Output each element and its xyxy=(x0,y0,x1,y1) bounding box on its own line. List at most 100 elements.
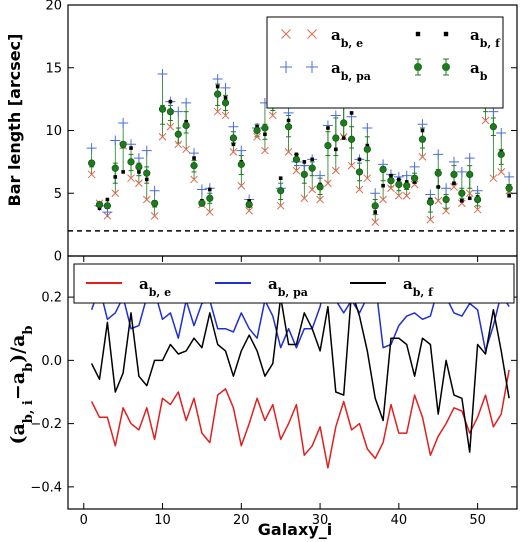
point-ab-f xyxy=(412,180,417,184)
point-ab-e xyxy=(418,153,427,161)
point-ab-pa xyxy=(464,153,475,164)
point-ab-pa xyxy=(504,171,515,182)
point-ab xyxy=(198,199,206,207)
bottom-x-tick-label: 10 xyxy=(154,513,171,528)
bottom-y-ticks: −0.4 −0.2 0.0 0.2 xyxy=(30,291,517,495)
point-ab-pa xyxy=(401,170,412,181)
legend-label: ab, e xyxy=(331,26,363,50)
point-ab-e xyxy=(347,161,356,170)
point-ab-pa xyxy=(220,82,231,93)
point-ab-e xyxy=(442,206,450,215)
point-ab-pa xyxy=(149,185,160,196)
point-ab-pa xyxy=(110,135,121,146)
point-ab xyxy=(182,121,190,130)
point-ab-e xyxy=(221,111,230,120)
point-ab-e xyxy=(87,170,96,179)
point-ab-e xyxy=(450,183,458,191)
point-ab-f xyxy=(231,142,236,147)
point-ab-f xyxy=(365,143,370,148)
point-ab xyxy=(206,194,214,202)
point-ab-pa xyxy=(315,170,326,181)
point-ab-e xyxy=(237,181,246,190)
top-y-axis-label: Bar length [arcsec] xyxy=(5,34,24,207)
point-ab xyxy=(253,126,261,135)
top-y-ticks: 0 5 10 15 20 xyxy=(45,0,517,265)
point-ab xyxy=(403,182,411,190)
point-ab-f xyxy=(420,128,425,133)
point-ab xyxy=(158,105,167,113)
point-ab-e xyxy=(387,184,395,193)
bottom-x-tick-label: 50 xyxy=(469,513,486,528)
point-ab xyxy=(410,174,419,182)
legend-label: ab, pa xyxy=(331,59,371,83)
point-ab-e xyxy=(174,140,183,149)
point-ab-e xyxy=(284,147,293,156)
point-ab xyxy=(450,170,458,179)
bottom-x-tick-label: 0 xyxy=(80,513,88,528)
point-ab-e xyxy=(166,122,175,131)
point-ab xyxy=(308,164,316,172)
point-ab-pa xyxy=(228,121,239,132)
point-ab-f xyxy=(113,175,118,179)
point-ab-f xyxy=(255,124,259,129)
point-ab xyxy=(119,140,127,148)
point-ab-f xyxy=(168,99,173,104)
point-ab xyxy=(292,155,301,163)
bottom-legend-frame xyxy=(73,263,515,304)
legend-marker-square xyxy=(415,31,421,37)
top-y-tick-label: 15 xyxy=(45,61,62,76)
point-ab-f xyxy=(460,198,464,203)
point-ab-e xyxy=(316,195,324,204)
bottom-axes-frame xyxy=(67,255,518,510)
point-ab-e xyxy=(426,215,435,224)
point-ab-f xyxy=(223,96,228,100)
top-y-tick-label: 20 xyxy=(45,0,62,14)
bottom-y-tick-label: −0.2 xyxy=(30,417,62,432)
point-ab-pa xyxy=(472,185,483,196)
point-ab-f xyxy=(467,196,472,201)
point-ab-pa xyxy=(441,183,452,194)
point-ab-pa xyxy=(212,74,223,85)
legend-marker-circle xyxy=(414,63,422,71)
point-ab-pa xyxy=(370,188,381,199)
point-ab-f xyxy=(436,185,441,189)
point-ab-f xyxy=(357,157,362,162)
point-ab-e xyxy=(394,191,403,200)
point-ab-pa xyxy=(118,117,129,128)
point-ab-e xyxy=(276,201,285,210)
point-ab xyxy=(371,202,379,210)
point-ab-pa xyxy=(196,184,207,195)
legend-marker-x xyxy=(281,29,291,39)
point-ab-pa xyxy=(448,156,459,167)
point-ab-pa xyxy=(433,149,444,160)
point-ab-e xyxy=(261,146,269,155)
legend-label: ab, f xyxy=(470,26,501,50)
point-ab-f xyxy=(381,183,385,188)
series-line xyxy=(90,369,510,469)
point-ab-f xyxy=(192,156,196,160)
point-ab-pa xyxy=(330,110,341,121)
point-ab-e xyxy=(190,175,198,184)
point-ab xyxy=(229,134,238,142)
point-ab-f xyxy=(302,160,307,164)
point-ab-e xyxy=(268,111,277,120)
point-ab-f xyxy=(263,132,267,137)
point-ab-f xyxy=(310,157,314,162)
point-ab-e xyxy=(465,189,474,198)
point-ab-f xyxy=(373,210,378,214)
bottom-legend: ab, e ab, pa ab, f xyxy=(73,263,515,304)
point-ab-e xyxy=(245,206,254,215)
legend-label: ab, e xyxy=(139,275,171,299)
relative-difference-panel: −0.4 −0.2 0.0 0.2 0 10 20 30 40 50 Galaxy_i (ab,… xyxy=(7,255,518,539)
legend-marker-plus xyxy=(306,61,318,73)
point-ab-pa xyxy=(133,153,144,164)
point-ab-pa xyxy=(173,106,184,117)
top-y-tick-label: 5 xyxy=(54,187,62,202)
point-ab-f xyxy=(144,177,149,182)
point-ab xyxy=(214,90,222,98)
point-ab xyxy=(166,108,175,116)
top-legend: ab, e ab, f ab, pa ab xyxy=(266,16,504,109)
point-ab-e xyxy=(213,107,222,116)
legend-label: ab xyxy=(470,59,488,83)
point-ab-e xyxy=(473,205,482,214)
